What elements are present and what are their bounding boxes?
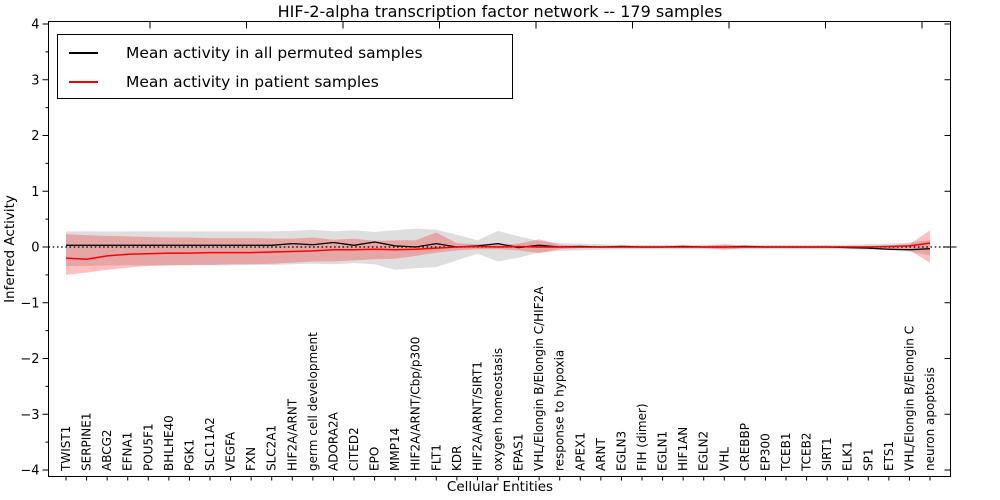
x-tick-label: FIH (dimer) bbox=[635, 403, 649, 471]
x-tick-label: ADORA2A bbox=[326, 411, 340, 471]
x-tick-label: VHL bbox=[717, 447, 731, 471]
x-tick-label: SERPINE1 bbox=[80, 412, 94, 471]
y-tick-label: −3 bbox=[20, 408, 39, 423]
x-tick-label: FLT1 bbox=[429, 444, 443, 471]
y-tick-label: 2 bbox=[31, 129, 39, 144]
y-tick-label: −2 bbox=[20, 352, 39, 367]
x-tick-label: PGK1 bbox=[182, 439, 196, 471]
x-tick-label: VHL/Elongin B/Elongin C/HIF2A bbox=[532, 286, 546, 471]
x-tick-label: TWIST1 bbox=[59, 426, 73, 472]
y-tick-label: −1 bbox=[20, 296, 39, 311]
patient-mean-line bbox=[65, 242, 931, 261]
x-tick-label: HIF2A/ARNT/SIRT1 bbox=[470, 361, 484, 471]
axes-frame bbox=[48, 21, 951, 477]
x-tick-label: BHLHE40 bbox=[162, 415, 176, 471]
x-tick-label: ELK1 bbox=[841, 441, 855, 471]
x-tick-label: response to hypoxia bbox=[553, 350, 567, 471]
y-tick-label: 4 bbox=[31, 18, 39, 33]
patient-band bbox=[66, 230, 930, 275]
x-tick-label: EPO bbox=[368, 447, 382, 471]
x-tick-label: HIF2A/ARNT bbox=[285, 398, 299, 471]
x-tick-label: ABCG2 bbox=[100, 429, 114, 471]
x-tick-label: CREBBP bbox=[738, 423, 752, 471]
x-tick-label: SLC2A1 bbox=[265, 425, 279, 471]
x-tick-label: HIF2A/ARNT/Cbp/p300 bbox=[409, 337, 423, 471]
y-axis-label: Inferred Activity bbox=[2, 195, 18, 303]
x-tick-label: SIRT1 bbox=[820, 437, 834, 471]
x-tick-label: POU5F1 bbox=[141, 423, 155, 471]
x-tick-label: VEGFA bbox=[224, 431, 238, 471]
x-tick-label: MMP14 bbox=[388, 428, 402, 471]
y-tick-label: 1 bbox=[31, 185, 39, 200]
x-tick-label: neuron apoptosis bbox=[923, 367, 937, 471]
x-tick-label: oxygen homeostasis bbox=[491, 348, 505, 471]
legend-entry-permuted: Mean activity in all permuted samples bbox=[69, 38, 512, 67]
legend-label: Mean activity in patient samples bbox=[126, 72, 379, 91]
legend-entry-patient: Mean activity in patient samples bbox=[69, 67, 512, 96]
x-tick-label: ARNT bbox=[594, 437, 608, 471]
x-tick-label: TCEB1 bbox=[779, 433, 793, 472]
x-tick-label: EP300 bbox=[758, 433, 772, 471]
x-tick-label: CITED2 bbox=[347, 427, 361, 471]
permuted-line-swatch bbox=[69, 51, 98, 54]
x-tick-label: EPAS1 bbox=[512, 433, 526, 471]
x-axis-label: Cellular Entities bbox=[446, 479, 554, 495]
x-tick-label: VHL/Elongin B/Elongin C bbox=[902, 326, 916, 471]
x-tick-label: FXN bbox=[244, 447, 258, 471]
x-tick-label: EGLN1 bbox=[656, 431, 670, 471]
x-tick-label: SLC11A2 bbox=[203, 417, 217, 471]
x-tick-label: SP1 bbox=[861, 449, 875, 472]
x-tick-label: EGLN2 bbox=[697, 431, 711, 471]
legend: Mean activity in all permuted samples Me… bbox=[57, 34, 513, 99]
x-tick-label: KDR bbox=[450, 446, 464, 471]
x-tick-label: EFNA1 bbox=[121, 432, 135, 471]
x-tick-label: germ cell development bbox=[306, 332, 320, 471]
chart-title: HIF-2-alpha transcription factor network… bbox=[277, 2, 723, 21]
y-tick-label: −4 bbox=[20, 464, 39, 479]
x-tick-label: TCEB2 bbox=[800, 433, 814, 472]
x-tick-label: APEX1 bbox=[573, 432, 587, 471]
x-tick-label: ETS1 bbox=[882, 441, 896, 471]
y-tick-label: 3 bbox=[31, 73, 39, 88]
x-tick-label: HIF1AN bbox=[676, 427, 690, 471]
y-tick-label: 0 bbox=[31, 241, 39, 256]
permuted-band bbox=[66, 228, 930, 270]
legend-label: Mean activity in all permuted samples bbox=[126, 43, 423, 62]
patient-line-swatch bbox=[69, 80, 98, 83]
x-tick-label: EGLN3 bbox=[614, 431, 628, 471]
